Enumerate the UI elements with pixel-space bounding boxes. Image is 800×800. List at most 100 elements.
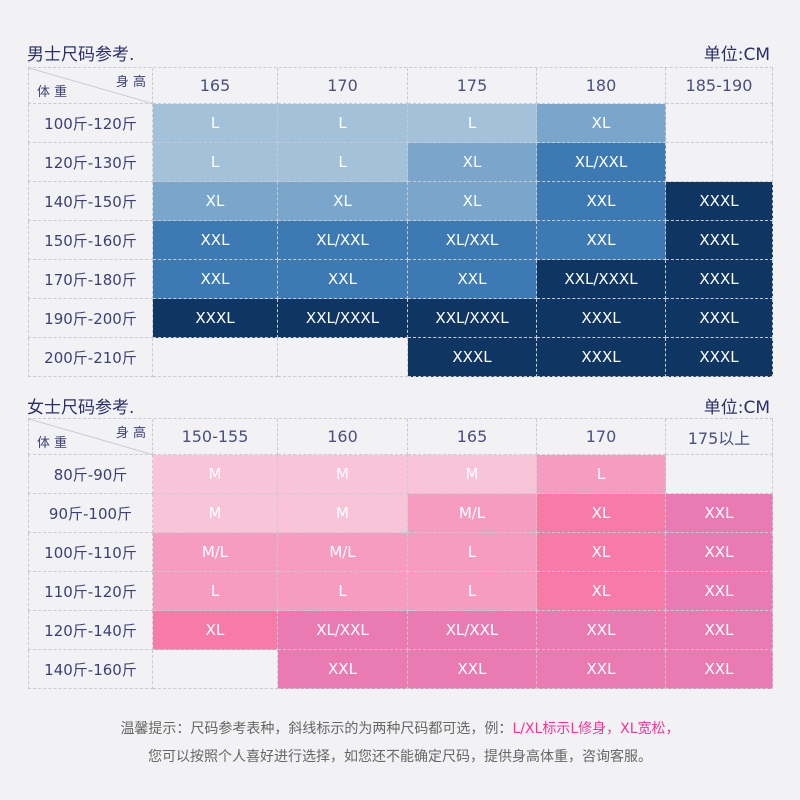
size-cell: XXL [153, 260, 278, 299]
men-unit: 单位:CM [703, 45, 770, 65]
weight-label: 100斤-120斤 [28, 104, 153, 143]
weight-label: 190斤-200斤 [28, 299, 153, 338]
women-unit: 单位:CM [703, 398, 770, 418]
height-header: 160 [278, 419, 408, 455]
size-cell: XXXL [666, 182, 773, 221]
size-cell: XXL [537, 221, 666, 260]
size-cell: XL [153, 611, 278, 650]
size-cell: XXL [537, 650, 666, 689]
size-cell: L [153, 143, 278, 182]
size-cell: XXL/XXXL [278, 299, 408, 338]
size-cell: XXL [666, 650, 773, 689]
size-cell: XL/XXL [278, 611, 408, 650]
size-cell: XL [537, 533, 666, 572]
size-cell: M [153, 494, 278, 533]
women-size-table: 身 高体 重 150-155 160 165 170 175以上 80斤-90斤 M M M L 90… [28, 418, 773, 689]
note-line-2: 您可以按照个人喜好进行选择，如您还不能确定尺码，提供身高体重，咨询客服。 [148, 749, 652, 765]
height-header: 170 [278, 68, 408, 104]
size-cell: XXL [537, 611, 666, 650]
size-cell: XL [537, 572, 666, 611]
weight-label: 100斤-110斤 [28, 533, 153, 572]
size-cell: XXXL [537, 299, 666, 338]
size-cell: XXL [408, 260, 537, 299]
note-line-1: 温馨提示：尺码参考表种，斜线标示的为两种尺码都可选，例：L/XL标示L修身，XL… [0, 718, 800, 738]
size-cell: L [278, 104, 408, 143]
weight-label: 120斤-140斤 [28, 611, 153, 650]
size-cell: L [153, 104, 278, 143]
weight-label: 200斤-210斤 [28, 338, 153, 377]
height-header: 180 [537, 68, 666, 104]
size-cell [666, 143, 773, 182]
height-header: 175 [408, 68, 537, 104]
size-cell [666, 455, 773, 494]
size-cell: L [278, 572, 408, 611]
weight-label: 120斤-130斤 [28, 143, 153, 182]
size-cell [153, 338, 278, 377]
size-cell: XXXL [666, 260, 773, 299]
men-size-table: 身 高体 重 165 170 175 180 185-190 100斤-120斤 L L L XL 1… [28, 67, 773, 377]
height-header: 175以上 [666, 419, 773, 455]
size-cell: M [278, 455, 408, 494]
weight-axis-label: 体 重 [37, 436, 68, 451]
height-axis-label: 身 高 [115, 75, 146, 90]
size-cell: M/L [408, 494, 537, 533]
size-cell: L [153, 572, 278, 611]
weight-label: 150斤-160斤 [28, 221, 153, 260]
size-cell: L [408, 104, 537, 143]
corner-cell: 身 高体 重 [28, 68, 154, 104]
size-cell: XL [537, 104, 666, 143]
weight-label: 140斤-160斤 [28, 650, 153, 689]
size-cell: XXXL [666, 338, 773, 377]
size-cell: XL [153, 182, 278, 221]
size-cell [666, 104, 773, 143]
size-cell: XXL [666, 572, 773, 611]
height-header: 170 [537, 419, 666, 455]
height-axis-label: 身 高 [115, 426, 146, 441]
weight-axis-label: 体 重 [37, 85, 68, 100]
weight-label: 140斤-150斤 [28, 182, 153, 221]
weight-label: 110斤-120斤 [28, 572, 153, 611]
height-header: 165 [408, 419, 537, 455]
size-cell: M [408, 455, 537, 494]
size-cell: XXL [153, 221, 278, 260]
size-cell: XL [408, 143, 537, 182]
height-header: 165 [153, 68, 278, 104]
size-cell: XXL [278, 260, 408, 299]
size-cell: XXL [666, 533, 773, 572]
size-cell [278, 338, 408, 377]
size-cell: XL [278, 182, 408, 221]
women-title: 女士尺码参考. [27, 398, 135, 418]
size-cell: XL/XXL [278, 221, 408, 260]
note-prefix: 温馨提示：尺码参考表种，斜线标示的为两种尺码都可选，例： [120, 721, 513, 737]
size-cell: XXL [666, 611, 773, 650]
size-cell: XXL [666, 494, 773, 533]
size-cell: XXXL [408, 338, 537, 377]
size-cell [153, 650, 278, 689]
height-header: 150-155 [153, 419, 278, 455]
size-cell: XXL [408, 650, 537, 689]
height-header: 185-190 [666, 68, 773, 104]
size-cell: XL/XXL [408, 611, 537, 650]
size-cell: XXL [537, 182, 666, 221]
size-cell: XL [537, 494, 666, 533]
size-cell: XL [408, 182, 537, 221]
size-cell: XXXL [153, 299, 278, 338]
size-cell: XXL [278, 650, 408, 689]
note-highlight: L/XL标示L修身，XL宽松， [512, 721, 680, 737]
size-cell: L [408, 572, 537, 611]
size-cell: XL/XXL [537, 143, 666, 182]
weight-label: 170斤-180斤 [28, 260, 153, 299]
size-cell: XL/XXL [408, 221, 537, 260]
size-cell: XXL/XXXL [537, 260, 666, 299]
size-cell: L [278, 143, 408, 182]
size-cell: XXXL [537, 338, 666, 377]
size-cell: M/L [278, 533, 408, 572]
size-cell: L [408, 533, 537, 572]
corner-cell: 身 高体 重 [28, 419, 154, 455]
weight-label: 80斤-90斤 [28, 455, 153, 494]
size-cell: XXL/XXXL [408, 299, 537, 338]
size-cell: M/L [153, 533, 278, 572]
weight-label: 90斤-100斤 [28, 494, 153, 533]
size-cell: M [278, 494, 408, 533]
size-cell: L [537, 455, 666, 494]
